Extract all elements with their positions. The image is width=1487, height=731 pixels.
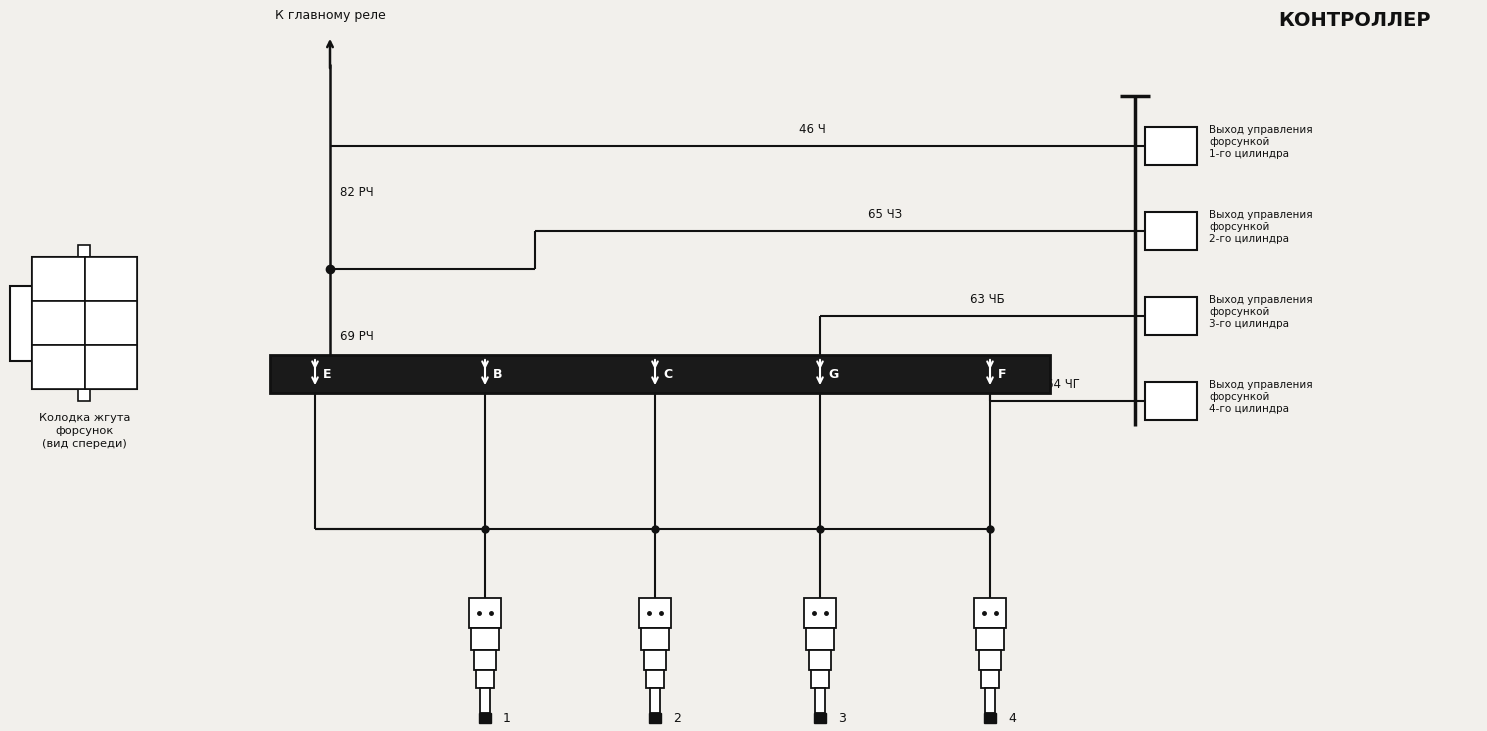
Bar [33,345,85,389]
Bar [806,628,834,650]
Bar [471,628,498,650]
Text: 63 ЧБ: 63 ЧБ [970,293,1005,306]
Text: КОНТРОЛЛЕР: КОНТРОЛЛЕР [1279,11,1432,30]
Text: Выход управления
форсункой
4-го цилиндра: Выход управления форсункой 4-го цилиндра [1209,380,1313,414]
Text: G: G [828,368,839,381]
Bar [639,598,671,628]
Text: 17: 17 [1163,140,1179,153]
Bar [10,286,33,360]
Bar [79,245,91,257]
Text: F: F [998,368,1007,381]
Bar [1145,297,1197,335]
Bar [978,650,1001,670]
Text: 65 ЧЗ: 65 ЧЗ [868,208,903,221]
Text: B: B [494,368,503,381]
Text: 69 РЧ: 69 РЧ [341,330,373,343]
Bar [476,670,494,688]
Bar [644,650,666,670]
Bar [984,713,996,723]
Text: 2: 2 [674,711,681,724]
Bar [809,650,831,670]
Text: G: G [54,273,64,286]
Text: C: C [106,317,116,330]
Bar [647,670,663,688]
Bar [271,355,1050,393]
Text: 1: 1 [503,711,512,724]
Text: Колодка жгута
форсунок
(вид спереди): Колодка жгута форсунок (вид спереди) [39,413,131,449]
Text: 34: 34 [1163,395,1179,407]
Text: 46 Ч: 46 Ч [799,123,825,136]
Text: 35: 35 [1163,224,1179,238]
Bar [815,713,825,723]
Bar [1145,382,1197,420]
Text: 16: 16 [1163,309,1179,322]
Bar [974,598,1007,628]
Bar [468,598,501,628]
Bar [650,713,660,723]
Bar [641,628,669,650]
Text: D: D [106,360,116,374]
Bar [33,257,137,389]
Text: К главному реле: К главному реле [275,9,385,22]
Bar [33,301,85,345]
Text: Выход управления
форсункой
2-го цилиндра: Выход управления форсункой 2-го цилиндра [1209,210,1313,244]
Text: C: C [663,368,672,381]
Bar [650,688,660,713]
Bar [33,257,85,301]
Text: 3: 3 [839,711,846,724]
Bar [474,650,497,670]
Bar [480,688,491,713]
Bar [977,628,1004,650]
Text: Выход управления
форсункой
3-го цилиндра: Выход управления форсункой 3-го цилиндра [1209,295,1313,329]
Text: E: E [54,360,62,374]
Bar [479,713,491,723]
Text: E: E [323,368,332,381]
Text: 82 РЧ: 82 РЧ [341,186,373,200]
Bar [1145,212,1197,250]
Text: 64 ЧГ: 64 ЧГ [1045,378,1080,391]
Text: B: B [106,273,116,286]
Bar [804,598,836,628]
Bar [79,389,91,401]
Bar [85,301,137,345]
Text: 4: 4 [1008,711,1016,724]
Text: Выход управления
форсункой
1-го цилиндра: Выход управления форсункой 1-го цилиндра [1209,125,1313,159]
Bar [1145,127,1197,165]
Bar [85,257,137,301]
Text: F: F [55,317,62,330]
Bar [812,670,828,688]
Bar [85,345,137,389]
Bar [815,688,825,713]
Bar [984,688,995,713]
Bar [981,670,999,688]
